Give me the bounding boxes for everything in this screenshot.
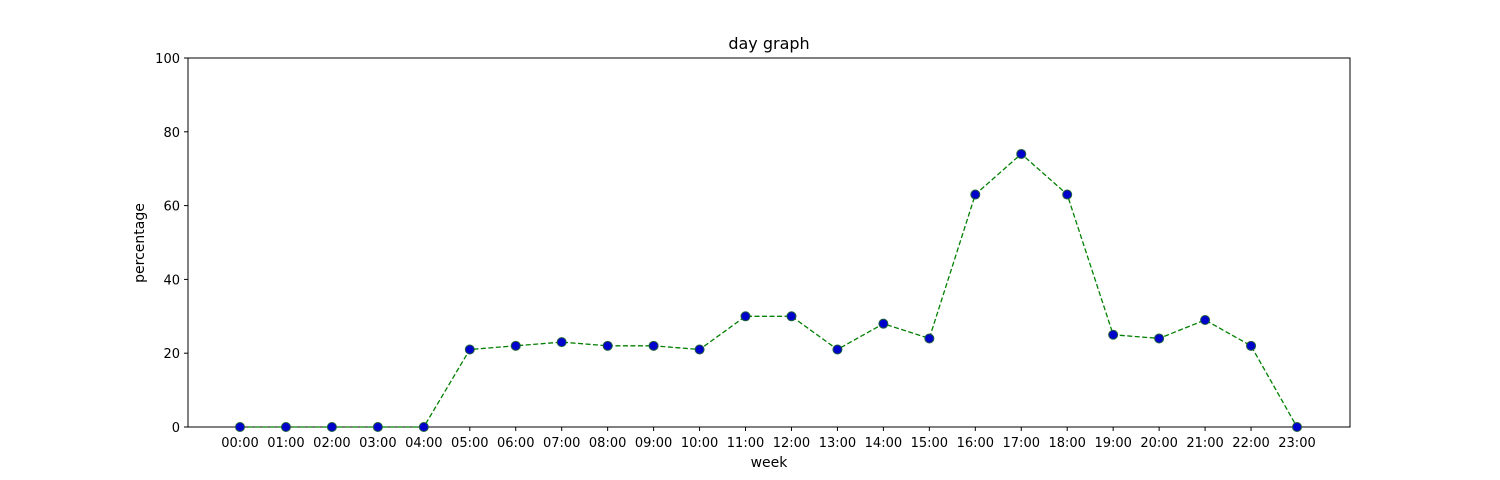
data-point xyxy=(1062,189,1073,200)
data-point xyxy=(280,422,291,432)
y-tick-label: 20 xyxy=(163,347,180,362)
data-point xyxy=(372,422,383,432)
x-tick-label: 06:00 xyxy=(497,436,534,451)
y-tick-label: 100 xyxy=(155,52,180,67)
data-point xyxy=(1016,148,1027,159)
x-tick-label: 07:00 xyxy=(543,436,580,451)
y-axis: 0 20 40 60 80 100 xyxy=(155,52,188,436)
data-point xyxy=(418,422,429,432)
data-point xyxy=(510,340,521,351)
data-point xyxy=(832,344,843,355)
x-tick-label: 23:00 xyxy=(1278,436,1315,451)
plot-frame xyxy=(187,57,1351,428)
data-point xyxy=(786,311,797,322)
data-point xyxy=(740,311,751,322)
x-tick-label: 05:00 xyxy=(451,436,488,451)
series-layer xyxy=(235,148,1302,432)
data-point xyxy=(648,340,659,351)
x-tick-label: 19:00 xyxy=(1094,436,1131,451)
x-tick-label: 18:00 xyxy=(1048,436,1085,451)
chart-title: day graph xyxy=(728,34,809,53)
y-axis-label: percentage xyxy=(132,203,148,283)
x-tick-label: 22:00 xyxy=(1232,436,1269,451)
data-point xyxy=(602,340,613,351)
y-tick-label: 60 xyxy=(163,200,180,215)
x-tick-label: 03:00 xyxy=(359,436,396,451)
x-tick-label: 08:00 xyxy=(589,436,626,451)
data-point xyxy=(1292,422,1302,432)
x-tick-label: 16:00 xyxy=(957,436,994,451)
data-point xyxy=(1200,314,1211,325)
data-point xyxy=(970,189,981,200)
x-tick-label: 14:00 xyxy=(865,436,902,451)
data-point xyxy=(878,318,889,329)
x-tick-label: 12:00 xyxy=(773,436,810,451)
y-tick-label: 80 xyxy=(163,126,180,141)
x-axis-label: week xyxy=(751,455,789,471)
x-tick-label: 20:00 xyxy=(1140,436,1177,451)
x-tick-label: 00:00 xyxy=(221,436,258,451)
x-tick-label: 10:00 xyxy=(681,436,718,451)
x-tick-label: 01:00 xyxy=(267,436,304,451)
x-tick-label: 13:00 xyxy=(819,436,856,451)
x-tick-label: 21:00 xyxy=(1186,436,1223,451)
data-point xyxy=(1246,340,1257,351)
data-point xyxy=(464,344,475,355)
y-tick-label: 40 xyxy=(163,273,180,288)
data-point xyxy=(235,422,245,432)
x-tick-label: 11:00 xyxy=(727,436,764,451)
data-point xyxy=(556,337,567,348)
x-tick-label: 15:00 xyxy=(911,436,948,451)
x-tick-label: 17:00 xyxy=(1003,436,1040,451)
x-tick-label: 02:00 xyxy=(313,436,350,451)
x-tick-label: 09:00 xyxy=(635,436,672,451)
data-point xyxy=(1154,333,1165,344)
data-point xyxy=(1108,329,1119,340)
data-point xyxy=(326,422,337,432)
x-axis: 00:00 01:00 02:00 03:00 04:00 05:00 06:00 07:00… xyxy=(221,427,1316,451)
y-tick-label: 0 xyxy=(172,421,180,436)
plot-area: 0 20 40 60 80 100 00:00 01:00 02:00 03:00 04:00 05… xyxy=(155,52,1351,451)
data-point xyxy=(694,344,705,355)
x-tick-label: 04:00 xyxy=(405,436,442,451)
data-point xyxy=(924,333,935,344)
series-line xyxy=(240,153,1298,428)
